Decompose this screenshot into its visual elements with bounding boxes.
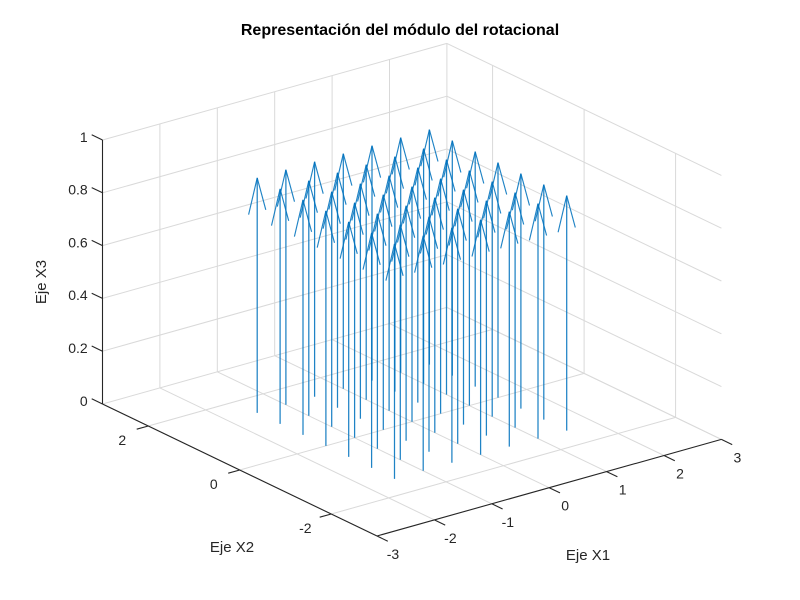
x3-tick-label: 1 [80,129,88,145]
x1-tick-label: -1 [502,514,515,530]
x3-tick-label: 0 [80,393,88,409]
x2-tick-label: 0 [210,476,218,492]
x1-tick-label: -3 [387,546,400,562]
x3-tick-label: 0.2 [68,340,88,356]
x1-tick-label: 0 [561,498,569,514]
tick-labels: -3 -2 -1 0 1 2 3 2 0 -2 0 0.2 0.4 0.6 0.8 1 [68,129,741,562]
x1-tick-label: 3 [734,449,742,465]
x3-axis-label: Eje X3 [33,259,50,305]
tick-marks [91,134,733,542]
x3-tick-label: 0.6 [68,234,88,250]
x1-tick-label: 2 [676,466,684,482]
x3-tick-label: 0.8 [68,182,88,198]
x1-tick-label: 1 [619,482,627,498]
quiver-arrows [248,129,576,479]
x2-tick-label: 2 [118,432,126,448]
x1-tick-label: -2 [444,530,457,546]
x2-tick-label: -2 [299,520,312,536]
chart-title: Representación del módulo del rotacional [240,22,560,39]
x1-axis-label: Eje X1 [565,547,611,564]
x2-axis-label: Eje X2 [209,539,255,556]
x3-tick-label: 0.4 [68,287,88,303]
